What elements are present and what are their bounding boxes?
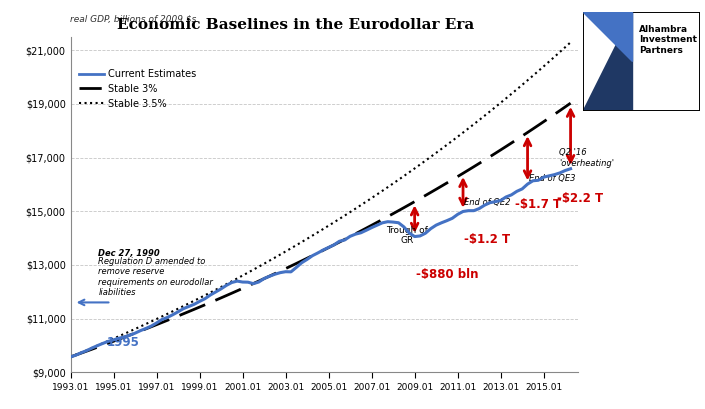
Text: Alhambra
Investment
Partners: Alhambra Investment Partners	[639, 25, 697, 55]
Polygon shape	[583, 12, 632, 110]
Text: real GDP, billions of 2009 $s: real GDP, billions of 2009 $s	[70, 14, 197, 23]
Text: 1995: 1995	[107, 336, 140, 349]
Text: End of QE2: End of QE2	[464, 198, 510, 207]
Text: Q2 '16
'overheating': Q2 '16 'overheating'	[559, 148, 614, 168]
Text: -$1.7 T: -$1.7 T	[515, 198, 560, 211]
Text: Regulation D amended to
remove reserve
requirements on eurodollar
liabilities: Regulation D amended to remove reserve r…	[99, 257, 214, 297]
Text: -$2.2 T: -$2.2 T	[556, 192, 603, 205]
Text: -$1.2 T: -$1.2 T	[464, 233, 510, 246]
Polygon shape	[583, 12, 632, 61]
Legend: Current Estimates, Stable 3%, Stable 3.5%: Current Estimates, Stable 3%, Stable 3.5…	[75, 65, 200, 112]
Text: Economic Baselines in the Eurodollar Era: Economic Baselines in the Eurodollar Era	[118, 18, 474, 32]
Text: Dec 27, 1990: Dec 27, 1990	[99, 249, 160, 258]
Text: End of QE3: End of QE3	[529, 174, 575, 183]
Text: Trough of
GR: Trough of GR	[386, 226, 428, 245]
Text: -$880 bln: -$880 bln	[416, 267, 478, 281]
